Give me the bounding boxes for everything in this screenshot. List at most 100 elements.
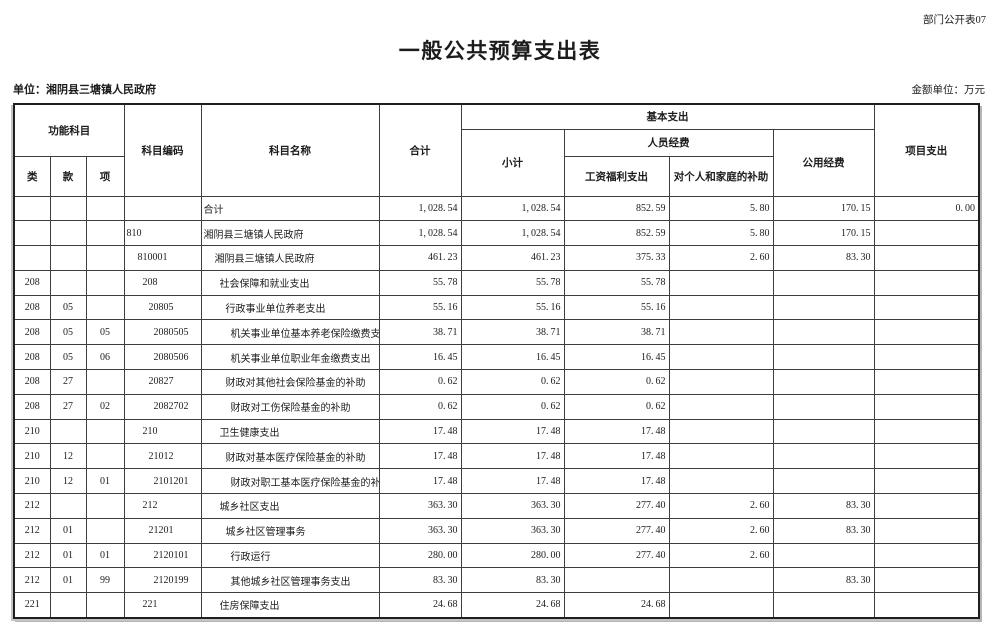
- cell-section: 27: [49, 369, 87, 395]
- header-class: 类: [13, 155, 51, 197]
- cell-section: [49, 195, 87, 222]
- cell-item: 01: [85, 542, 125, 569]
- cell-section: 01: [49, 542, 87, 569]
- amount-unit-label: 金额单位：万元: [911, 85, 986, 96]
- cell-public-funds: [772, 592, 875, 619]
- cell-class: 221: [13, 592, 51, 619]
- cell-section: 01: [49, 567, 87, 594]
- cell-item: 01: [85, 468, 125, 495]
- cell-individual-family-subsidy: [668, 294, 774, 321]
- cell-salary-welfare: 0. 62: [563, 369, 670, 395]
- cell-salary-welfare: 17. 48: [563, 443, 670, 470]
- cell-project-expenditure: [873, 517, 980, 544]
- cell-section: 12: [49, 443, 87, 470]
- cell-salary-welfare: 24. 68: [563, 592, 670, 619]
- header-functional-subject: 功能科目: [13, 103, 125, 157]
- cell-subject-name: 社会保障和就业支出: [200, 269, 380, 296]
- cell-item: 06: [85, 344, 125, 371]
- cell-salary-welfare: 375. 33: [563, 245, 670, 271]
- cell-subject-code: 2082702: [123, 393, 202, 420]
- cell-public-funds: 170. 15: [772, 220, 875, 247]
- cell-public-funds: 83. 30: [772, 567, 875, 594]
- cell-total: 280. 00: [378, 542, 462, 569]
- cell-salary-welfare: 852. 59: [563, 220, 670, 247]
- cell-public-funds: [772, 369, 875, 395]
- cell-public-funds: 83. 30: [772, 517, 875, 544]
- cell-item: [85, 220, 125, 247]
- header-subject-code: 科目编码: [123, 103, 202, 197]
- header-item: 项: [85, 155, 125, 197]
- cell-subject-name: 财政对其他社会保险基金的补助: [200, 369, 380, 395]
- cell-project-expenditure: [873, 418, 980, 445]
- table-row: 212 01 01 2120101 行政运行 280. 00 280. 00 2…: [13, 542, 980, 569]
- cell-class: 212: [13, 542, 51, 569]
- cell-total: 363. 30: [378, 517, 462, 544]
- cell-public-funds: [772, 344, 875, 371]
- cell-section: [49, 418, 87, 445]
- cell-total: 55. 78: [378, 269, 462, 296]
- cell-salary-welfare: 38. 71: [563, 319, 670, 346]
- cell-project-expenditure: [873, 220, 980, 247]
- cell-item: [85, 294, 125, 321]
- cell-subject-name: 住房保障支出: [200, 592, 380, 619]
- header-public-funds: 公用经费: [772, 128, 875, 197]
- cell-subject-name: 湘阴县三塘镇人民政府: [200, 245, 380, 271]
- cell-public-funds: [772, 443, 875, 470]
- cell-individual-family-subsidy: 2. 60: [668, 517, 774, 544]
- cell-subject-code: 2080505: [123, 319, 202, 346]
- table-body: 合计 1, 028. 54 1, 028. 54 852. 59 5. 80 1…: [13, 195, 980, 619]
- cell-total: 363. 30: [378, 493, 462, 519]
- cell-total: 17. 48: [378, 468, 462, 495]
- header-basic-expenditure: 基本支出: [460, 103, 875, 130]
- cell-total: 0. 62: [378, 369, 462, 395]
- cell-subject-code: 210: [123, 418, 202, 445]
- cell-total: 1, 028. 54: [378, 220, 462, 247]
- cell-project-expenditure: [873, 468, 980, 495]
- table-row: 208 05 05 2080505 机关事业单位基本养老保险缴费支出 38. 7…: [13, 319, 980, 346]
- cell-salary-welfare: [563, 567, 670, 594]
- meta-row: 单位：湘阴县三塘镇人民政府 金额单位：万元: [13, 81, 985, 97]
- budget-table: 功能科目 科目编码 科目名称 合计 基本支出 项目支出 小计 人员经费 公用经费…: [13, 103, 980, 619]
- cell-class: 208: [13, 319, 51, 346]
- page-title: 一般公共预算支出表: [398, 39, 602, 63]
- cell-class: [13, 220, 51, 247]
- cell-salary-welfare: 0. 62: [563, 393, 670, 420]
- cell-project-expenditure: [873, 344, 980, 371]
- cell-subject-code: 208: [123, 269, 202, 296]
- header-section: 款: [49, 155, 87, 197]
- cell-class: 210: [13, 468, 51, 495]
- cell-section: 05: [49, 344, 87, 371]
- cell-subtotal: 0. 62: [460, 393, 565, 420]
- cell-section: [49, 220, 87, 247]
- header-individual-family-subsidy: 对个人和家庭的补助: [668, 155, 774, 197]
- cell-salary-welfare: 55. 78: [563, 269, 670, 296]
- cell-class: 212: [13, 567, 51, 594]
- cell-item: [85, 443, 125, 470]
- cell-subject-name: 机关事业单位职业年金缴费支出: [200, 344, 380, 371]
- cell-class: 212: [13, 517, 51, 544]
- cell-class: 210: [13, 443, 51, 470]
- cell-subtotal: 16. 45: [460, 344, 565, 371]
- cell-item: [85, 418, 125, 445]
- cell-salary-welfare: 277. 40: [563, 542, 670, 569]
- cell-item: [85, 245, 125, 271]
- cell-project-expenditure: [873, 245, 980, 271]
- cell-subtotal: 83. 30: [460, 567, 565, 594]
- cell-subject-code: 20827: [123, 369, 202, 395]
- cell-item: 05: [85, 319, 125, 346]
- cell-subtotal: 1, 028. 54: [460, 220, 565, 247]
- cell-item: [85, 269, 125, 296]
- cell-class: 208: [13, 344, 51, 371]
- cell-subject-name: 其他城乡社区管理事务支出: [200, 567, 380, 594]
- cell-item: [85, 369, 125, 395]
- table-row: 208 05 20805 行政事业单位养老支出 55. 16 55. 16 55…: [13, 294, 980, 321]
- cell-individual-family-subsidy: 5. 80: [668, 220, 774, 247]
- cell-section: 05: [49, 319, 87, 346]
- table-row: 208 208 社会保障和就业支出 55. 78 55. 78 55. 78: [13, 269, 980, 296]
- cell-subject-code: 810001: [123, 245, 202, 271]
- cell-public-funds: [772, 269, 875, 296]
- cell-salary-welfare: 852. 59: [563, 195, 670, 222]
- cell-subtotal: 363. 30: [460, 493, 565, 519]
- cell-item: 02: [85, 393, 125, 420]
